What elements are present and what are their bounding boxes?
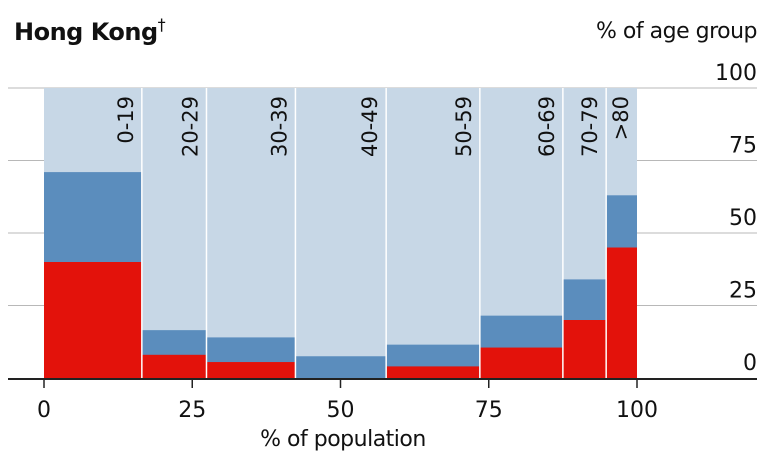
category-label-5: 60-69 [535,96,559,157]
x-tick-25: 25 [178,398,206,423]
x-tick-labels: 0 25 50 75 100 [37,379,658,423]
blue-bar-3 [295,356,387,378]
bg-bar-4 [386,88,480,378]
x-tick-75: 75 [475,398,503,423]
y-tick-100: 100 [715,61,757,86]
bg-bar-3 [295,88,387,378]
bg-bar-2 [206,88,296,378]
category-label-3: 40-49 [358,96,382,157]
y-tick-50: 50 [729,206,757,231]
red-bar-5 [479,347,563,378]
red-bar-6 [562,320,607,378]
chart-title: Hong Kong† [14,15,166,46]
x-tick-50: 50 [327,398,355,423]
category-labels: 0-19 20-29 30-39 40-49 50-59 60-69 70-79 >80 [114,96,633,157]
x-axis-label: % of population [260,427,426,452]
category-label-4: 50-59 [452,96,476,157]
red-bar-2 [206,362,296,378]
x-tick-100: 100 [616,398,658,423]
title-mark: † [158,15,166,34]
red-bar-1 [141,354,207,378]
y-tick-0: 0 [743,351,757,376]
x-tick-0: 0 [37,398,51,423]
red-bar-4 [386,366,480,378]
red-bar-7 [606,247,637,378]
category-label-7: >80 [609,96,633,140]
y-tick-labels: 0 25 50 75 100 [715,61,757,376]
y-tick-25: 25 [729,279,757,304]
category-label-1: 20-29 [178,96,202,157]
category-label-6: 70-79 [578,96,602,157]
bg-bar-1 [141,88,207,378]
red-bar-0 [44,262,142,378]
category-label-0: 0-19 [114,96,138,144]
y-tick-75: 75 [729,134,757,159]
category-label-2: 30-39 [267,96,291,157]
y-unit-label: % of age group [596,19,757,44]
plot-area [44,88,637,378]
